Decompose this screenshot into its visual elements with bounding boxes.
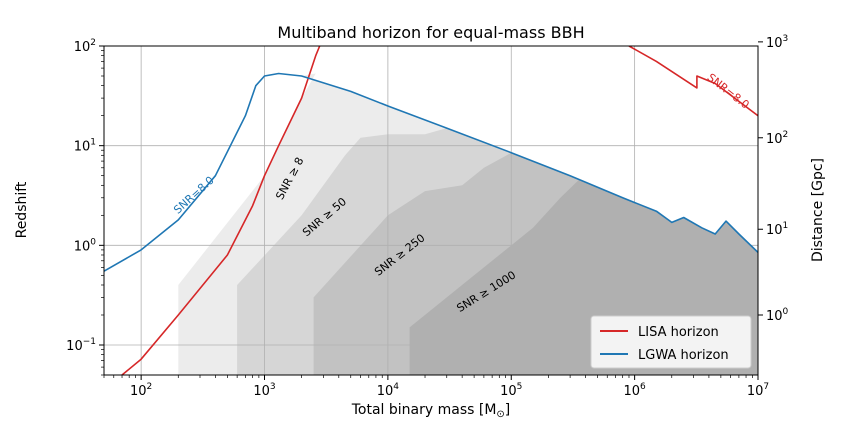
legend: LISA horizon LGWA horizon <box>590 315 752 369</box>
x-axis-label: Total binary mass [M⊙] <box>351 402 511 420</box>
y-axis-ticks: 10−1 100 101 102 <box>66 38 104 376</box>
snr-region-0 <box>178 73 758 375</box>
x-tick-label: 104 <box>377 382 400 399</box>
series-line-0-0 <box>121 46 321 375</box>
y-tick-label: 100 <box>74 237 97 254</box>
x-axis-label-subscript: ⊙ <box>496 409 504 420</box>
x-tick-label: 105 <box>500 382 522 399</box>
horizon-series <box>104 46 758 375</box>
x-tick-label: 107 <box>747 382 769 399</box>
y2-tick-label: 101 <box>766 221 788 238</box>
y-tick-label: 102 <box>74 38 96 55</box>
y-axis-label: Redshift <box>14 181 30 238</box>
y2-axis-label: Distance [Gpc] <box>810 158 826 262</box>
legend-label-lgwa: LGWA horizon <box>638 348 729 363</box>
series-line-1-0 <box>104 72 758 272</box>
y2-tick-label: 102 <box>766 130 788 147</box>
y2-axis-ticks: 100 101 102 103 <box>758 34 789 324</box>
series-line-0-1 <box>628 46 758 117</box>
x-axis-ticks: 102 103 104 105 106 107 <box>103 375 769 399</box>
y-tick-label: 10−1 <box>66 337 96 354</box>
legend-label-lisa: LISA horizon <box>638 325 719 340</box>
y2-tick-label: 103 <box>766 34 788 51</box>
x-tick-label: 103 <box>253 382 275 399</box>
chart-title: Multiband horizon for equal-mass BBH <box>277 23 584 42</box>
y2-tick-label: 100 <box>766 307 789 324</box>
x-tick-label: 102 <box>130 382 152 399</box>
legend-box <box>590 315 752 369</box>
snr-region-1 <box>237 128 758 375</box>
y-tick-label: 101 <box>74 138 96 155</box>
plot-frame <box>103 45 759 376</box>
x-tick-label: 106 <box>623 382 646 399</box>
